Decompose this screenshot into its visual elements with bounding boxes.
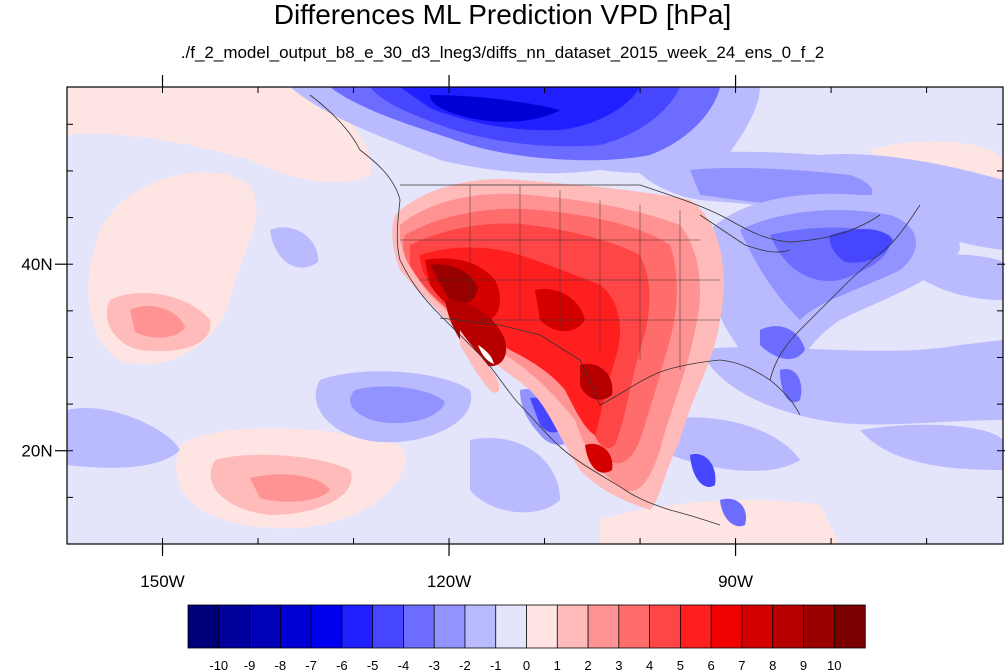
map-boundaries — [309, 94, 921, 526]
colorbar-label: 6 — [708, 658, 715, 672]
colorbar-swatch — [803, 604, 835, 649]
x-tick-label: 150W — [140, 572, 184, 591]
x-tick-label: 120W — [427, 572, 471, 591]
colorbar-swatch — [372, 604, 405, 649]
baja-coast-white — [478, 345, 494, 364]
gulf-coastline — [599, 359, 801, 416]
colorbar-label: 8 — [769, 658, 776, 672]
colorbar-swatch — [495, 604, 528, 649]
y-tick-label: 20N — [21, 442, 52, 461]
colorbar-swatch — [218, 604, 251, 649]
colorbar-swatch — [556, 604, 589, 649]
colorbar-label: -8 — [275, 658, 287, 672]
colorbar-label: -9 — [244, 658, 256, 672]
colorbar-label: -6 — [336, 658, 348, 672]
colorbar-label: -3 — [428, 658, 440, 672]
y-tick-label: 40N — [21, 255, 52, 274]
colorbar-label: 2 — [584, 658, 591, 672]
colorbar-label: 7 — [738, 658, 745, 672]
colorbar-swatch — [279, 604, 312, 649]
colorbar-label: 5 — [677, 658, 684, 672]
state-lines — [400, 185, 720, 370]
colorbar-label: 3 — [615, 658, 622, 672]
axis-ticks: 150W 120W 90W 40N 20N — [21, 75, 1005, 591]
colorbar-label: 10 — [827, 658, 841, 672]
colorbar-swatch — [587, 604, 620, 649]
pacific-coastline — [309, 94, 721, 526]
atlantic-coastline — [769, 204, 921, 381]
great-lakes — [699, 214, 791, 253]
colorbar-label: -1 — [490, 658, 502, 672]
colorbar-swatch — [618, 604, 651, 649]
us-canada-border — [400, 184, 881, 243]
colorbar-label: -2 — [459, 658, 471, 672]
colorbar-swatch — [833, 604, 866, 649]
colorbar-label: -5 — [367, 658, 379, 672]
chart-subtitle: ./f_2_model_output_b8_e_30_d3_lneg3/diff… — [180, 43, 825, 62]
colorbar-swatch — [741, 604, 774, 649]
colorbar-swatch — [403, 604, 435, 649]
colorbar-label: 4 — [646, 658, 653, 672]
x-tick-label: 90W — [718, 572, 753, 591]
colorbar-swatch — [187, 604, 220, 649]
colorbar-swatch — [341, 604, 374, 649]
western-us-positive-anomalies — [392, 179, 724, 510]
colorbar-label: -4 — [398, 658, 410, 672]
colorbar-label: -10 — [209, 658, 228, 672]
colorbar-swatch — [679, 604, 712, 649]
baja-peninsula — [460, 330, 500, 393]
us-mexico-border — [439, 317, 601, 406]
canada-negative-anomalies — [290, 87, 1003, 250]
colorbar-swatch — [249, 604, 282, 649]
eastern-us-negative-anomalies — [707, 193, 960, 403]
colorbar-label: 9 — [800, 658, 807, 672]
chart-title: Differences ML Prediction VPD [hPa] — [273, 0, 732, 30]
colorbar-label: 0 — [523, 658, 530, 672]
colorbar-label: 1 — [554, 658, 561, 672]
colorbar-swatch — [464, 604, 497, 649]
colorbar-label: -7 — [305, 658, 317, 672]
map-frame — [66, 86, 1004, 545]
colorbar: -10 -9 -8 -7 -6 -5 -4 -3 -2 -1 0 1 2 3 4 5 6 7 8 9 10 — [187, 604, 866, 672]
colorbar-swatch — [649, 604, 682, 649]
colorbar-swatch — [526, 604, 558, 649]
colorbar-swatch — [772, 604, 805, 649]
colorbar-swatch — [433, 604, 466, 649]
colorbar-swatch — [310, 604, 343, 649]
pacific-positive-anomalies — [67, 87, 1003, 544]
map-plot-area — [67, 87, 1003, 544]
colorbar-swatch — [710, 604, 743, 649]
